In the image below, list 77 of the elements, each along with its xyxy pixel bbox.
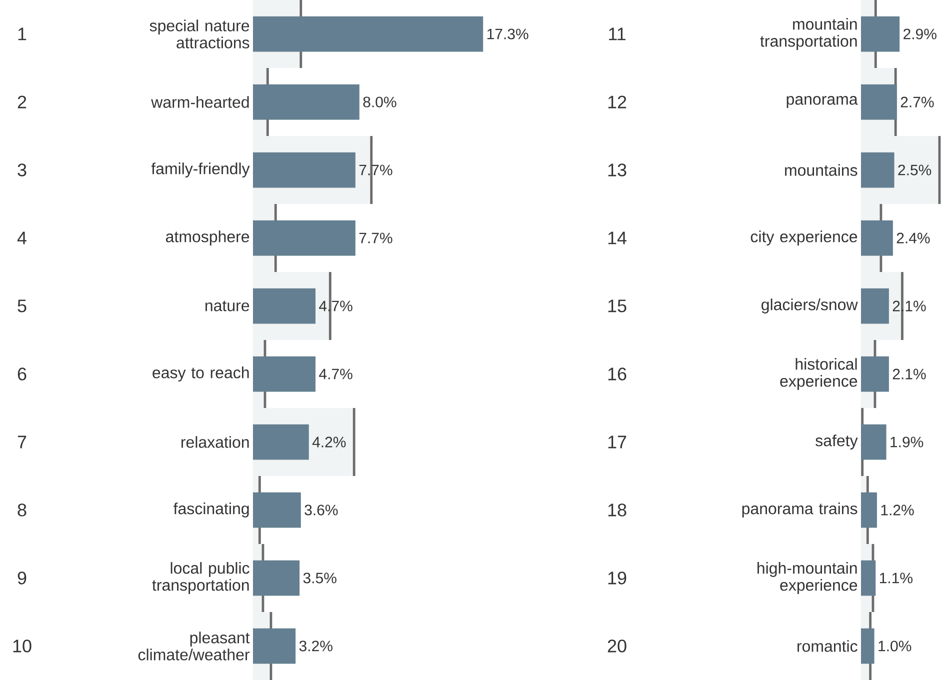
bar	[861, 424, 886, 460]
bar	[253, 84, 360, 120]
data-label: 2.1%	[892, 368, 926, 380]
data-label: 17.3%	[487, 28, 528, 40]
text: 20	[608, 640, 626, 652]
data-label: 4.7%	[319, 368, 352, 380]
y-tick-label: nature	[206, 300, 250, 312]
y-tick-label: panorama	[786, 96, 858, 108]
bar	[861, 628, 874, 664]
text: 4	[17, 232, 26, 244]
y-tick-label: warm-hearted	[151, 96, 249, 108]
y-tick-label: mountains	[785, 164, 858, 176]
text: 19	[608, 572, 626, 584]
bar	[253, 16, 484, 52]
bar	[861, 16, 900, 52]
data-label: 3.5%	[303, 572, 336, 584]
text: 3	[18, 164, 26, 176]
y-tick-label: mountain transportation	[760, 18, 857, 50]
text: 2	[18, 96, 26, 108]
text: 7	[18, 436, 26, 448]
y-tick-label: local public transportation	[152, 562, 250, 594]
bar	[861, 492, 877, 528]
text: 5	[18, 300, 26, 312]
data-label: 8.0%	[363, 96, 396, 108]
bar	[861, 560, 876, 596]
bar	[253, 492, 301, 528]
bar	[253, 628, 296, 664]
data-label: 4.2%	[312, 436, 346, 448]
bar	[253, 424, 309, 460]
text: 14	[608, 232, 626, 244]
y-tick-label: family-friendly	[151, 162, 250, 178]
text: 6	[18, 368, 26, 380]
data-label: 3.6%	[304, 504, 338, 516]
bar	[861, 356, 889, 392]
text: 1	[18, 28, 26, 40]
text: 12	[608, 96, 626, 108]
y-tick-label: safety	[816, 434, 858, 450]
y-tick-label: high-mountain experience	[758, 562, 858, 594]
data-label: 2.4%	[896, 232, 930, 244]
text: 9	[18, 572, 26, 584]
y-tick-label: special nature attractions	[150, 20, 250, 48]
y-tick-label: city experience	[750, 230, 858, 246]
y-tick-label: historical experience	[780, 358, 858, 390]
text: 8	[18, 504, 26, 516]
data-label: 2.5%	[898, 164, 932, 176]
text: 10	[13, 640, 32, 652]
bar	[253, 220, 356, 256]
bar	[253, 288, 316, 324]
text: 18	[608, 504, 626, 516]
text: 16	[608, 368, 626, 380]
y-tick-label: pleasant climate/weather	[138, 632, 250, 660]
data-label: 1.2%	[881, 504, 914, 516]
text: 15	[608, 300, 626, 312]
y-tick-label: easy to reach	[152, 366, 249, 382]
bar	[861, 84, 897, 120]
y-tick-label: panorama trains	[742, 502, 858, 518]
bar	[861, 152, 894, 188]
y-tick-label: romantic	[798, 640, 858, 652]
bar	[861, 220, 893, 256]
text: 13	[608, 164, 626, 176]
data-label: 1.0%	[878, 640, 912, 652]
data-label: 1.1%	[880, 572, 912, 584]
text: 17	[608, 436, 626, 448]
data-label: 7.7%	[359, 232, 392, 244]
y-tick-label: atmosphere	[166, 230, 250, 246]
y-tick-label: relaxation	[181, 436, 249, 448]
bar	[253, 560, 300, 596]
data-label: 2.9%	[904, 28, 936, 40]
data-label: 1.9%	[890, 436, 924, 448]
y-tick-label: fascinating	[174, 502, 249, 518]
text: 11	[609, 28, 626, 40]
data-label: 2.7%	[900, 96, 934, 108]
y-tick-label: glaciers/snow	[762, 298, 858, 314]
bar	[253, 356, 316, 392]
bar	[253, 152, 356, 188]
data-label: 3.2%	[299, 640, 332, 652]
bar	[861, 288, 889, 324]
